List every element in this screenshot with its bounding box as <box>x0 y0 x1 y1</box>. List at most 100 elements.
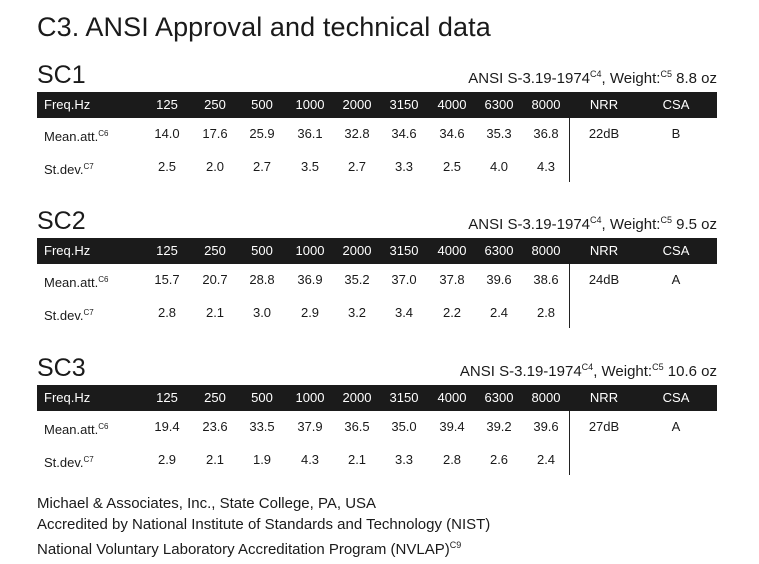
mean-row-label: Mean.att.C6 <box>44 121 108 147</box>
mean-row: Mean.att.C6 15.7 20.7 28.8 36.9 35.2 37.0 37.8 3… <box>37 267 717 293</box>
mean-row-label: Mean.att.C6 <box>44 414 108 440</box>
header-frequency: 4000 <box>437 390 467 405</box>
stdev-label-ref: C7 <box>83 162 94 171</box>
csa-value: A <box>671 272 681 287</box>
standard-ref: C4 <box>590 69 602 79</box>
standard-label: ANSI S-3.19-1974 <box>468 70 591 87</box>
weight-ref: C5 <box>660 69 672 79</box>
footer-line-3-text: National Voluntary Laboratory Accreditat… <box>37 541 450 558</box>
section-header: SC3 ANSI S-3.19-1974C4, Weight:C5 10.6 o… <box>37 354 717 385</box>
stdev-value: 4.3 <box>300 452 320 467</box>
table-header: Freq.Hz 125 250 500 1000 2000 3150 4000 6300 8000… <box>37 238 717 264</box>
section-name: SC1 <box>37 61 86 89</box>
stdev-row: St.dev.C7 2.9 2.1 1.9 4.3 2.1 3.3 2.8 2.6 2.4 <box>37 447 717 473</box>
stdev-value: 3.3 <box>394 159 414 174</box>
mean-value: 34.6 <box>391 126 417 141</box>
mean-value: 20.7 <box>202 272 228 287</box>
stdev-row: St.dev.C7 2.8 2.1 3.0 2.9 3.2 3.4 2.2 2.4 2.8 <box>37 300 717 326</box>
stdev-label-ref: C7 <box>83 308 94 317</box>
header-frequency: 250 <box>204 390 226 405</box>
section-meta: ANSI S-3.19-1974C4, Weight:C5 8.8 oz <box>468 69 717 87</box>
stdev-row-label: St.dev.C7 <box>44 300 94 326</box>
table-body: Mean.att.C6 15.7 20.7 28.8 36.9 35.2 37.0 37.8 3… <box>37 264 717 330</box>
header-frequency: 6300 <box>484 390 514 405</box>
mean-value: 39.4 <box>439 419 465 434</box>
stdev-value: 2.2 <box>442 305 462 320</box>
section-header: SC2 ANSI S-3.19-1974C4, Weight:C5 9.5 oz <box>37 207 717 238</box>
mean-value: 36.9 <box>297 272 323 287</box>
standard-ref: C4 <box>581 362 594 372</box>
header-frequency: 500 <box>251 243 273 258</box>
stdev-value: 2.8 <box>157 305 177 320</box>
header-nrr: NRR <box>589 390 619 405</box>
stdev-value: 2.1 <box>205 452 225 467</box>
header-csa: CSA <box>662 243 690 258</box>
stdev-value: 2.7 <box>347 159 367 174</box>
mean-value: 37.0 <box>391 272 417 287</box>
footer-line-3: National Voluntary Laboratory Accreditat… <box>37 535 490 560</box>
section-meta: ANSI S-3.19-1974C4, Weight:C5 10.6 oz <box>460 362 717 380</box>
stdev-value: 3.3 <box>394 452 414 467</box>
stdev-label-text: St.dev. <box>44 162 84 177</box>
mean-label-ref: C6 <box>98 129 109 138</box>
mean-label-ref: C6 <box>98 275 109 284</box>
stdev-label-text: St.dev. <box>44 455 84 470</box>
stdev-value: 2.4 <box>489 305 509 320</box>
nrr-value: 24dB <box>588 272 620 287</box>
stdev-row-label: St.dev.C7 <box>44 154 94 180</box>
footer-line-2: Accredited by National Institute of Stan… <box>37 516 491 533</box>
stdev-value: 2.9 <box>157 452 177 467</box>
mean-value: 35.2 <box>344 272 370 287</box>
stdev-value: 2.8 <box>442 452 462 467</box>
mean-value: 39.6 <box>533 419 559 434</box>
section-sc1: SC1 ANSI S-3.19-1974C4, Weight:C5 8.8 oz… <box>37 61 717 184</box>
stdev-value: 3.5 <box>300 159 320 174</box>
section-name: SC2 <box>37 207 86 235</box>
table-header: Freq.Hz 125 250 500 1000 2000 3150 4000 6300 8000… <box>37 385 717 411</box>
column-divider <box>569 118 570 182</box>
footer: Michael & Associates, Inc., State Colleg… <box>37 493 490 560</box>
weight-value: 8.8 oz <box>671 70 717 87</box>
header-frequency: 3150 <box>389 97 419 112</box>
mean-value: 33.5 <box>249 419 275 434</box>
mean-value: 19.4 <box>154 419 180 434</box>
stdev-value: 3.4 <box>394 305 414 320</box>
csa-value: A <box>671 419 681 434</box>
header-frequency: 4000 <box>437 97 467 112</box>
mean-value: 38.6 <box>533 272 559 287</box>
mean-value: 37.8 <box>439 272 465 287</box>
header-frequency: 8000 <box>531 243 561 258</box>
mean-value: 39.6 <box>486 272 512 287</box>
header-frequency: 1000 <box>295 243 325 258</box>
mean-value: 15.7 <box>154 272 180 287</box>
table-body: Mean.att.C6 14.0 17.6 25.9 36.1 32.8 34.6 34.6 3… <box>37 118 717 184</box>
stdev-value: 2.1 <box>347 452 367 467</box>
header-frequency: 2000 <box>342 243 372 258</box>
weight-label: , Weight: <box>601 216 661 233</box>
mean-value: 34.6 <box>439 126 465 141</box>
stdev-value: 4.0 <box>489 159 509 174</box>
mean-label-text: Mean.att. <box>44 275 99 290</box>
header-freq-label: Freq.Hz <box>44 243 91 258</box>
header-frequency: 500 <box>251 390 273 405</box>
header-csa: CSA <box>662 390 690 405</box>
weight-label: , Weight: <box>593 363 653 380</box>
section-header: SC1 ANSI S-3.19-1974C4, Weight:C5 8.8 oz <box>37 61 717 92</box>
stdev-value: 2.1 <box>205 305 225 320</box>
header-csa: CSA <box>662 97 690 112</box>
stdev-label-text: St.dev. <box>44 308 84 323</box>
weight-ref: C5 <box>660 215 672 225</box>
stdev-value: 2.9 <box>300 305 320 320</box>
header-frequency: 8000 <box>531 97 561 112</box>
header-frequency: 250 <box>204 243 226 258</box>
standard-ref: C4 <box>590 215 602 225</box>
footer-line-1: Michael & Associates, Inc., State Colleg… <box>37 495 377 512</box>
stdev-value: 2.7 <box>252 159 272 174</box>
nrr-value: 27dB <box>588 419 620 434</box>
header-nrr: NRR <box>589 97 619 112</box>
header-frequency: 500 <box>251 97 273 112</box>
header-frequency: 6300 <box>484 97 514 112</box>
stdev-value: 3.2 <box>347 305 367 320</box>
header-frequency: 125 <box>156 243 178 258</box>
standard-label: ANSI S-3.19-1974 <box>459 363 582 380</box>
